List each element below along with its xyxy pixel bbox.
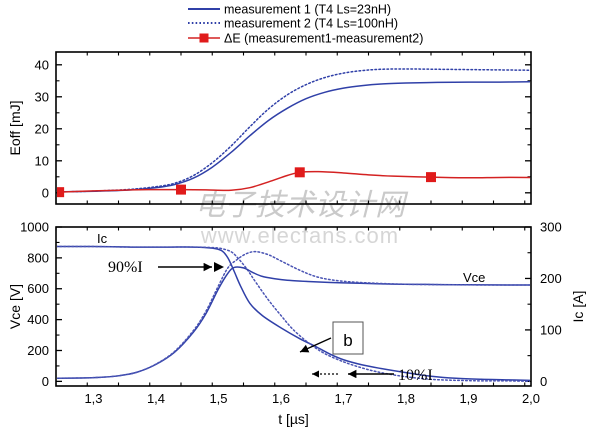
bottom-panel-xticklabel: 1,5 [209, 391, 227, 406]
series-marker [294, 167, 305, 178]
bottom-panel-yticklabel-right: 300 [540, 220, 562, 235]
b-label: b [343, 331, 352, 350]
bottom-panel-xticklabel: 1,3 [84, 391, 102, 406]
bottom-panel-xticklabel: 1,9 [459, 391, 477, 406]
vce-label: Vce [463, 270, 485, 285]
legend-marker [199, 33, 209, 43]
bottom-panel-yticklabel: 800 [27, 250, 49, 265]
top-panel-yticklabel: 30 [35, 89, 49, 104]
annotations: Ic Vce 90%I 10%I b [97, 231, 485, 384]
bottom-panel-yticklabel-right: 0 [540, 374, 547, 389]
bottom-ylabel: Vce [V] [7, 284, 23, 329]
bottom-xlabel: t [µs] [278, 411, 309, 427]
legend-label: measurement 1 (T4 Ls=23nH) [224, 3, 391, 17]
series-line [57, 266, 530, 380]
bottom-panel-yticklabel: 200 [27, 343, 49, 358]
bottom-panel-xticklabel: 1,4 [147, 391, 165, 406]
bottom-panel-xticklabel: 2,0 [522, 391, 540, 406]
b-box [332, 321, 364, 355]
b-leader-arrow [299, 337, 332, 353]
bottom-panel-series [57, 245, 530, 383]
series-line [57, 245, 530, 383]
series-marker [57, 187, 65, 198]
series-marker [176, 184, 186, 195]
top-panel-yticklabel: 20 [35, 121, 49, 136]
legend-label: ΔE (measurement1-measurement2) [224, 32, 423, 46]
bottom-panel-axes [55, 226, 532, 387]
top-panel-frame [55, 51, 532, 205]
legend-label: measurement 2 (T4 Ls=100nH) [224, 17, 398, 31]
ic-label: Ic [97, 231, 108, 246]
pct90-arrowhead2 [214, 262, 224, 272]
bottom-panel-yticklabel: 600 [27, 281, 49, 296]
bottom-panel-yticklabel-right: 200 [540, 271, 562, 286]
bottom-ylabel-right: Ic [A] [570, 291, 586, 323]
series-line [57, 68, 530, 193]
legend: measurement 1 (T4 Ls=23nH)measurement 2 … [188, 3, 423, 46]
bottom-panel-frame [55, 226, 532, 387]
watermark-chinese: 电子技术设计网 [195, 189, 409, 222]
top-panel-yticklabel: 40 [35, 57, 49, 72]
series-line [57, 250, 530, 380]
series-line [57, 81, 530, 193]
series-marker [426, 172, 436, 183]
bottom-panel-yticklabel-right: 100 [540, 322, 562, 337]
top-panel-yticklabel: 10 [35, 153, 49, 168]
top-panel-axes [55, 51, 532, 205]
bottom-panel-yticklabel: 0 [42, 374, 49, 389]
bottom-panel-xticklabel: 1,8 [397, 391, 415, 406]
bottom-panel-xticklabel: 1,7 [334, 391, 352, 406]
pct10-label: 10%I [398, 367, 433, 384]
bottom-panel-yticklabel: 400 [27, 312, 49, 327]
pct90-label: 90%I [108, 259, 143, 276]
top-ylabel: Eoff [mJ] [7, 101, 23, 156]
bottom-panel-yticklabel: 1000 [20, 220, 49, 235]
top-panel-yticklabel: 0 [42, 185, 49, 200]
top-panel-series [57, 68, 530, 198]
bottom-panel-xticklabel: 1,6 [272, 391, 290, 406]
